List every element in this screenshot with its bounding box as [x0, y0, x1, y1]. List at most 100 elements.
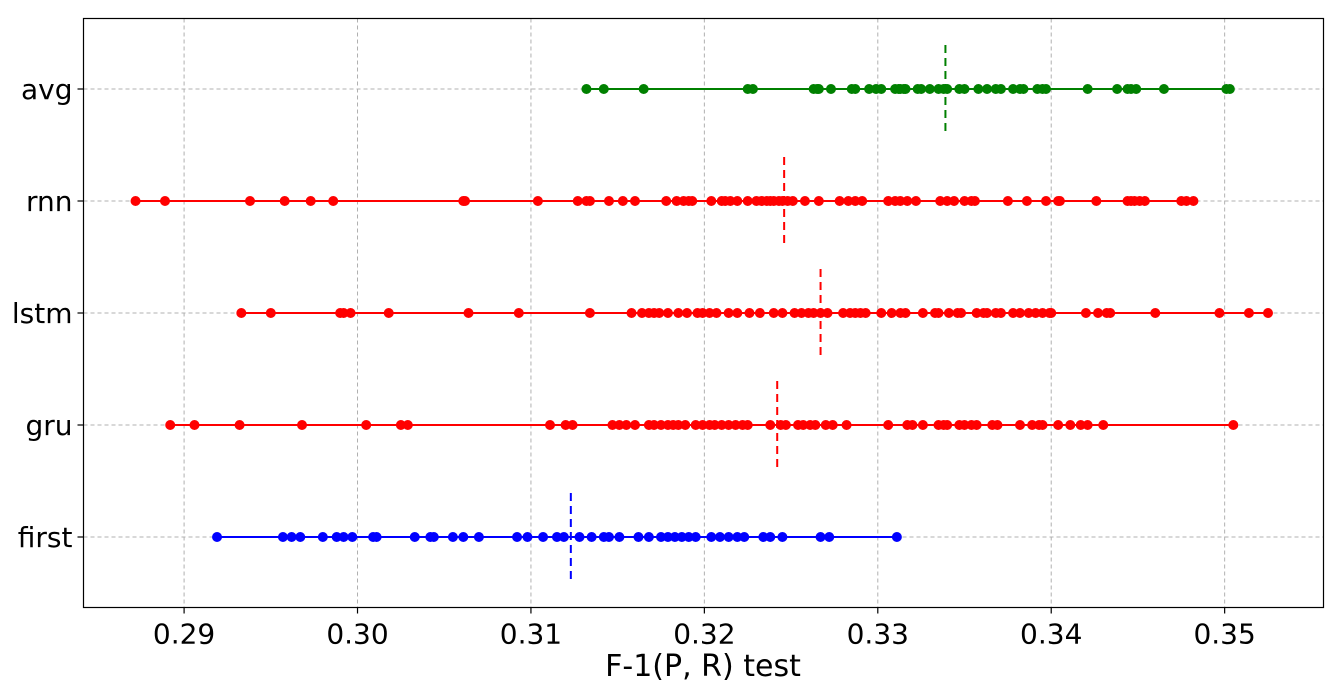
data-point-lstm	[682, 308, 693, 318]
data-point-gru	[621, 420, 632, 430]
data-point-first	[347, 532, 358, 542]
data-point-gru	[680, 420, 691, 430]
data-point-first	[683, 532, 694, 542]
x-tick-label: 0.35	[1193, 618, 1255, 651]
data-point-avg	[924, 84, 935, 94]
data-point-first	[558, 532, 569, 542]
data-point-rnn	[1181, 196, 1192, 206]
data-point-lstm	[917, 308, 928, 318]
data-point-lstm	[1093, 308, 1104, 318]
data-point-gru	[690, 420, 701, 430]
data-point-gru	[1065, 420, 1076, 430]
data-point-first	[212, 532, 223, 542]
data-point-avg	[942, 84, 953, 94]
data-point-rnn	[244, 196, 255, 206]
data-point-rnn	[279, 196, 290, 206]
data-point-gru	[883, 420, 894, 430]
data-point-gru	[730, 420, 741, 430]
data-point-gru	[297, 420, 308, 430]
data-point-gru	[959, 420, 970, 430]
data-point-rnn	[857, 196, 868, 206]
data-point-rnn	[813, 196, 824, 206]
data-point-first	[512, 532, 523, 542]
data-point-avg	[813, 84, 824, 94]
data-point-lstm	[956, 308, 967, 318]
data-point-rnn	[572, 196, 583, 206]
data-point-lstm	[673, 308, 684, 318]
data-point-avg	[973, 84, 984, 94]
data-point-lstm	[1150, 308, 1161, 318]
data-point-lstm	[1008, 308, 1019, 318]
data-point-lstm	[1105, 308, 1116, 318]
data-point-rnn	[910, 196, 921, 206]
data-point-lstm	[463, 308, 474, 318]
data-point-rnn	[1091, 196, 1102, 206]
data-point-first	[723, 532, 734, 542]
data-point-gru	[992, 420, 1003, 430]
data-point-lstm	[584, 308, 595, 318]
data-point-gru	[780, 420, 791, 430]
data-point-first	[815, 532, 826, 542]
data-point-first	[473, 532, 484, 542]
data-point-first	[538, 532, 549, 542]
data-point-lstm	[777, 308, 788, 318]
data-point-first	[714, 532, 725, 542]
data-point-first	[317, 532, 328, 542]
data-point-gru	[607, 420, 618, 430]
data-point-rnn	[1188, 196, 1199, 206]
data-point-lstm	[704, 308, 715, 318]
data-point-avg	[1224, 84, 1235, 94]
data-point-gru	[395, 420, 406, 430]
data-point-rnn	[843, 196, 854, 206]
x-tick-label: 0.29	[153, 618, 215, 651]
data-point-rnn	[1139, 196, 1150, 206]
data-point-avg	[916, 84, 927, 94]
data-point-lstm	[744, 308, 755, 318]
data-point-rnn	[902, 196, 913, 206]
data-point-lstm	[723, 308, 734, 318]
data-point-first	[614, 532, 625, 542]
data-point-rnn	[942, 196, 953, 206]
data-point-gru	[798, 420, 809, 430]
data-point-gru	[1053, 420, 1064, 430]
data-point-first	[458, 532, 469, 542]
data-point-lstm	[626, 308, 637, 318]
data-point-first	[277, 532, 288, 542]
data-point-gru	[697, 420, 708, 430]
data-point-lstm	[995, 308, 1006, 318]
x-tick-label: 0.32	[673, 618, 735, 651]
x-tick-label: 0.30	[326, 618, 388, 651]
data-point-first	[338, 532, 349, 542]
data-point-rnn	[959, 196, 970, 206]
data-point-avg	[1112, 84, 1123, 94]
data-point-first	[656, 532, 667, 542]
data-point-avg	[638, 84, 649, 94]
y-axis-ticks: avg rnn lstm gru first	[12, 73, 84, 554]
data-point-rnn	[799, 196, 810, 206]
data-point-gru	[765, 420, 776, 430]
data-point-first	[765, 532, 776, 542]
series-layer	[130, 45, 1274, 581]
data-point-rnn	[1021, 196, 1032, 206]
data-point-gru	[917, 420, 928, 430]
series-avg	[581, 45, 1235, 133]
data-point-avg	[850, 84, 861, 94]
data-point-first	[331, 532, 342, 542]
data-point-rnn	[850, 196, 861, 206]
data-point-rnn	[949, 196, 960, 206]
data-point-first	[286, 532, 297, 542]
data-point-avg	[1018, 84, 1029, 94]
data-point-gru	[971, 420, 982, 430]
data-point-gru	[827, 420, 838, 430]
data-point-lstm	[900, 308, 911, 318]
data-point-lstm	[697, 308, 708, 318]
data-point-rnn	[687, 196, 698, 206]
data-point-first	[574, 532, 585, 542]
data-point-lstm	[1214, 308, 1225, 318]
data-point-avg	[598, 84, 609, 94]
data-point-gru	[820, 420, 831, 430]
series-rnn	[130, 157, 1199, 245]
data-point-avg	[982, 84, 993, 94]
data-point-lstm	[1015, 308, 1026, 318]
data-point-lstm	[1023, 308, 1034, 318]
